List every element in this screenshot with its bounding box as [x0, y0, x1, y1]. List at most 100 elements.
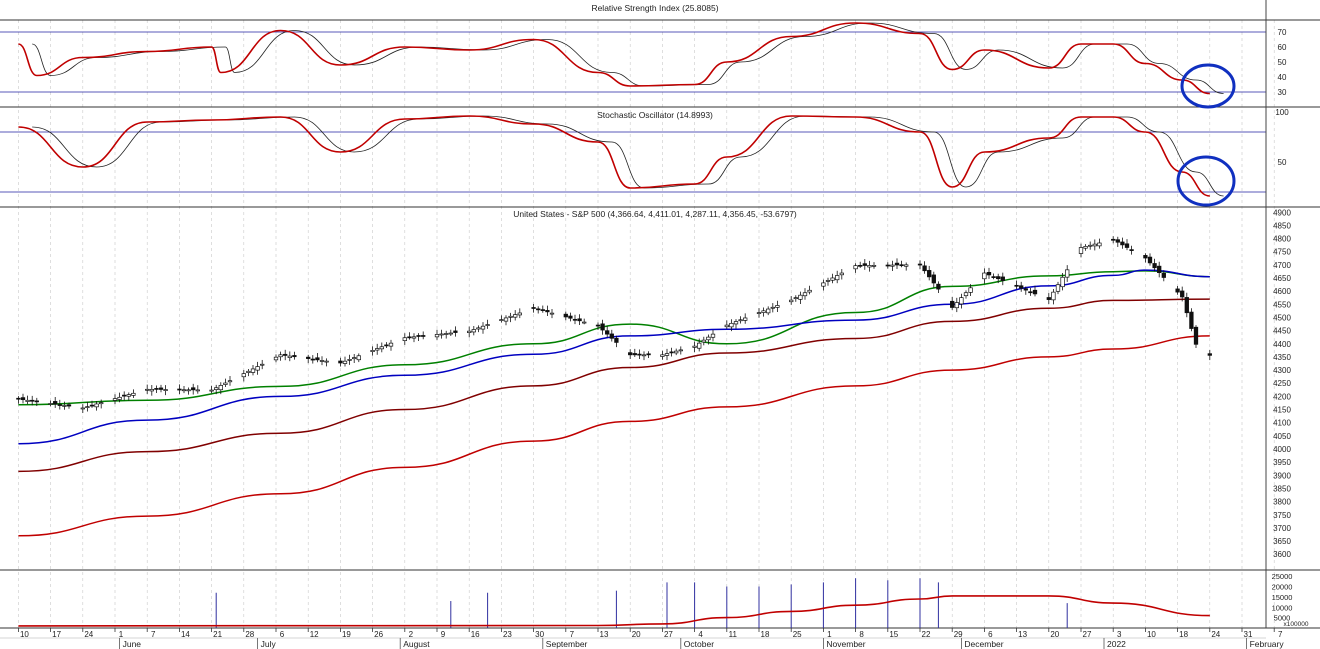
candle-body	[1184, 297, 1189, 314]
price-tick-label: 4200	[1273, 392, 1291, 401]
month-label: February	[1250, 639, 1285, 649]
candlestick	[476, 325, 481, 333]
candle-body	[968, 287, 973, 293]
candle-body	[609, 333, 614, 339]
price-tick-label: 4500	[1273, 313, 1291, 322]
price-tick-label: 4300	[1273, 366, 1291, 375]
candle-body	[292, 355, 297, 358]
date-tick-label: 13	[600, 630, 609, 639]
volume-multiplier: x100000	[1284, 621, 1309, 628]
candlestick	[209, 385, 214, 394]
candle-body	[802, 292, 808, 297]
candle-body	[1120, 241, 1125, 246]
candlestick	[807, 285, 812, 295]
price-tick-label: 4850	[1273, 221, 1291, 230]
candle-body	[191, 387, 196, 391]
candle-body	[186, 389, 191, 392]
candle-body	[1078, 247, 1084, 254]
candle-body	[982, 272, 987, 280]
candlestick	[246, 368, 251, 377]
candle-body	[283, 353, 288, 356]
candlestick	[1060, 272, 1065, 291]
candlestick	[1092, 239, 1097, 251]
stochastic-signal-line	[32, 115, 1224, 197]
candle-body	[416, 335, 421, 337]
candle-body	[1207, 353, 1212, 356]
candlestick	[319, 356, 325, 366]
candle-body	[273, 356, 279, 361]
date-tick-label: 19	[342, 630, 351, 639]
month-label: 2022	[1107, 639, 1126, 649]
date-tick-label: 21	[213, 630, 222, 639]
rsi-highlight-circle	[1180, 63, 1236, 109]
candlestick	[421, 331, 426, 340]
candlestick	[674, 348, 679, 356]
rsi-signal-line	[32, 22, 1224, 94]
candlestick	[356, 353, 361, 363]
candle-body	[260, 363, 265, 366]
candlestick	[669, 347, 674, 357]
candle-body	[53, 401, 58, 405]
candlestick	[241, 369, 246, 382]
candle-body	[1055, 284, 1061, 292]
candle-body	[310, 358, 315, 361]
candlestick	[131, 389, 136, 398]
rsi-tick-label: 70	[1278, 28, 1287, 37]
candlestick	[439, 329, 444, 339]
candle-body	[444, 333, 449, 335]
candle-body	[89, 404, 95, 407]
candlestick	[1124, 239, 1130, 251]
candlestick	[434, 329, 440, 340]
candlestick	[89, 400, 95, 408]
candle-body	[743, 317, 748, 321]
candle-body	[1046, 297, 1051, 300]
stochastic-tick-label: 50	[1278, 158, 1287, 167]
candle-body	[959, 297, 964, 305]
candle-body	[1180, 290, 1185, 298]
candlestick	[1193, 325, 1199, 349]
candle-body	[315, 357, 320, 361]
date-tick-label: 23	[503, 630, 512, 639]
price-tick-label: 4400	[1273, 340, 1291, 349]
candle-body	[637, 353, 642, 356]
candle-body	[867, 265, 872, 268]
date-tick-label: 4	[698, 630, 703, 639]
date-tick-label: 20	[1050, 630, 1059, 639]
candle-body	[1023, 288, 1028, 291]
price-tick-label: 3600	[1273, 550, 1291, 559]
price-tick-label: 4050	[1273, 432, 1291, 441]
candlestick	[1097, 238, 1102, 249]
candle-body	[306, 356, 311, 359]
date-tick-label: 18	[1179, 630, 1188, 639]
candle-body	[250, 368, 256, 373]
candlestick	[756, 308, 762, 318]
candle-body	[1124, 243, 1130, 248]
candlestick	[287, 351, 292, 362]
candle-body	[904, 264, 909, 267]
candlestick	[191, 383, 196, 395]
candle-body	[793, 297, 798, 300]
stochastic-line	[18, 115, 1210, 197]
candlestick	[770, 303, 775, 313]
candlestick	[1180, 286, 1185, 302]
candlestick	[853, 263, 858, 273]
candlestick	[347, 354, 352, 365]
candlestick	[370, 346, 375, 356]
candle-body	[209, 389, 214, 392]
candle-body	[950, 300, 955, 308]
candlestick	[917, 260, 923, 270]
candle-body	[117, 396, 122, 400]
candlestick	[379, 342, 384, 353]
candle-body	[572, 318, 578, 321]
candle-body	[411, 336, 417, 339]
price-tick-label: 4550	[1273, 300, 1291, 309]
candle-body	[214, 387, 219, 390]
date-tick-label: 7	[151, 630, 156, 639]
candlestick	[1032, 285, 1038, 297]
candle-body	[986, 271, 992, 276]
candlestick	[499, 315, 504, 323]
candle-body	[439, 333, 444, 336]
candlestick	[186, 387, 191, 395]
candlestick	[352, 353, 357, 364]
price-tick-label: 4800	[1273, 235, 1291, 244]
